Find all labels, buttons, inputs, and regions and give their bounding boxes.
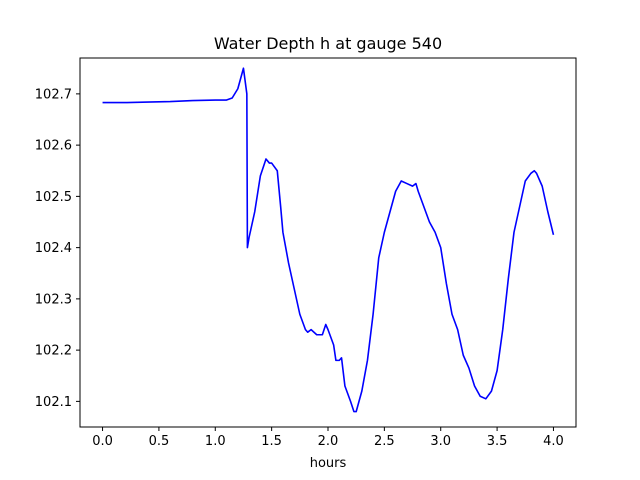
x-axis-label: hours (310, 456, 347, 471)
x-tick-label: 2.5 (374, 434, 395, 449)
plot-area (102, 67, 555, 413)
plot-frame (79, 57, 577, 428)
x-axis-ticks: 0.0 0.5 1.0 1.5 2.0 2.5 3.0 3.5 4.0 (92, 427, 564, 449)
y-tick-label: 102.6 (35, 139, 72, 154)
x-tick-label: 2.0 (318, 434, 339, 449)
x-tick-label: 3.0 (430, 434, 451, 449)
y-tick-label: 102.5 (35, 190, 72, 205)
y-axis-ticks: 102.1 102.2 102.3 102.4 102.5 102.6 102.7 (35, 87, 80, 410)
x-tick-label: 1.0 (205, 434, 226, 449)
x-tick-label: 0.5 (149, 434, 170, 449)
series-line-0 (102, 67, 555, 413)
y-tick-label: 102.1 (35, 395, 72, 410)
y-tick-label: 102.3 (35, 292, 72, 307)
x-tick-label: 0.0 (92, 434, 113, 449)
y-tick-label: 102.4 (35, 241, 72, 256)
y-tick-label: 102.2 (35, 344, 72, 359)
x-tick-label: 1.5 (261, 434, 282, 449)
chart-title: Water Depth h at gauge 540 (214, 34, 442, 53)
x-tick-label: 4.0 (543, 434, 564, 449)
x-tick-label: 3.5 (487, 434, 508, 449)
y-tick-label: 102.7 (35, 87, 72, 102)
